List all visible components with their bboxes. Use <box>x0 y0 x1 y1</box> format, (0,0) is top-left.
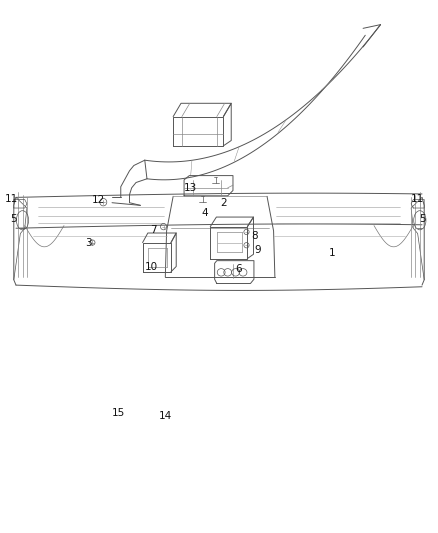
Text: 14: 14 <box>159 411 173 422</box>
Text: 3: 3 <box>85 238 92 247</box>
Text: 6: 6 <box>235 264 242 274</box>
Text: 5: 5 <box>419 214 425 224</box>
Text: 7: 7 <box>150 225 157 236</box>
Text: 9: 9 <box>254 245 261 255</box>
Text: 12: 12 <box>92 195 106 205</box>
Text: 15: 15 <box>112 408 125 418</box>
Text: 11: 11 <box>5 194 18 204</box>
Text: 8: 8 <box>251 231 258 241</box>
Text: 13: 13 <box>184 183 197 193</box>
Text: 2: 2 <box>220 198 227 208</box>
Text: 4: 4 <box>202 208 208 219</box>
Text: 1: 1 <box>329 248 336 258</box>
Text: 11: 11 <box>411 194 424 204</box>
Text: 10: 10 <box>145 262 158 272</box>
Text: 5: 5 <box>11 214 17 224</box>
